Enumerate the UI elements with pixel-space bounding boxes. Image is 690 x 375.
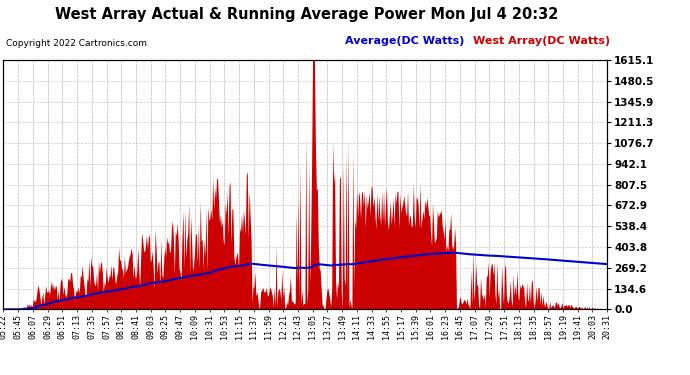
Text: Average(DC Watts): Average(DC Watts) [345,36,464,46]
Text: West Array(DC Watts): West Array(DC Watts) [473,36,610,46]
Text: West Array Actual & Running Average Power Mon Jul 4 20:32: West Array Actual & Running Average Powe… [55,8,559,22]
Text: Copyright 2022 Cartronics.com: Copyright 2022 Cartronics.com [6,39,146,48]
